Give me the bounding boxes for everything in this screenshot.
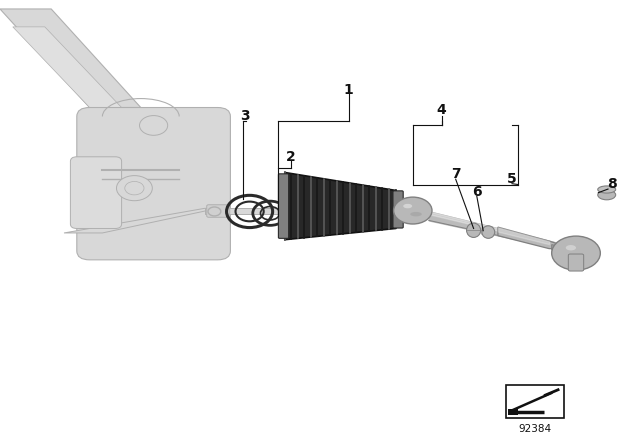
Polygon shape xyxy=(285,172,396,240)
Polygon shape xyxy=(205,208,294,214)
FancyBboxPatch shape xyxy=(207,205,230,217)
FancyBboxPatch shape xyxy=(77,108,230,260)
Circle shape xyxy=(140,116,168,135)
Circle shape xyxy=(116,176,152,201)
Text: 1: 1 xyxy=(344,82,354,97)
Ellipse shape xyxy=(598,186,616,193)
Text: 6: 6 xyxy=(472,185,482,199)
Text: 5: 5 xyxy=(507,172,517,186)
Text: 3: 3 xyxy=(239,108,250,123)
Circle shape xyxy=(125,181,144,195)
Polygon shape xyxy=(498,227,560,249)
FancyBboxPatch shape xyxy=(70,157,122,228)
Circle shape xyxy=(552,236,600,270)
Polygon shape xyxy=(13,27,122,108)
Polygon shape xyxy=(552,245,563,253)
Text: 2: 2 xyxy=(286,150,296,164)
Polygon shape xyxy=(64,208,218,233)
Polygon shape xyxy=(401,208,408,213)
Ellipse shape xyxy=(403,204,412,208)
Ellipse shape xyxy=(598,190,616,200)
Polygon shape xyxy=(0,9,141,108)
Ellipse shape xyxy=(410,212,422,216)
FancyBboxPatch shape xyxy=(506,385,564,418)
FancyBboxPatch shape xyxy=(393,191,403,228)
Text: 92384: 92384 xyxy=(518,424,552,434)
Ellipse shape xyxy=(482,226,495,238)
Ellipse shape xyxy=(566,245,576,250)
Text: 8: 8 xyxy=(607,177,617,191)
Bar xyxy=(508,409,518,415)
Circle shape xyxy=(394,197,432,224)
Text: 7: 7 xyxy=(451,167,461,181)
Text: 4: 4 xyxy=(436,103,447,117)
Ellipse shape xyxy=(467,223,481,237)
FancyBboxPatch shape xyxy=(278,174,289,238)
FancyBboxPatch shape xyxy=(568,254,584,271)
